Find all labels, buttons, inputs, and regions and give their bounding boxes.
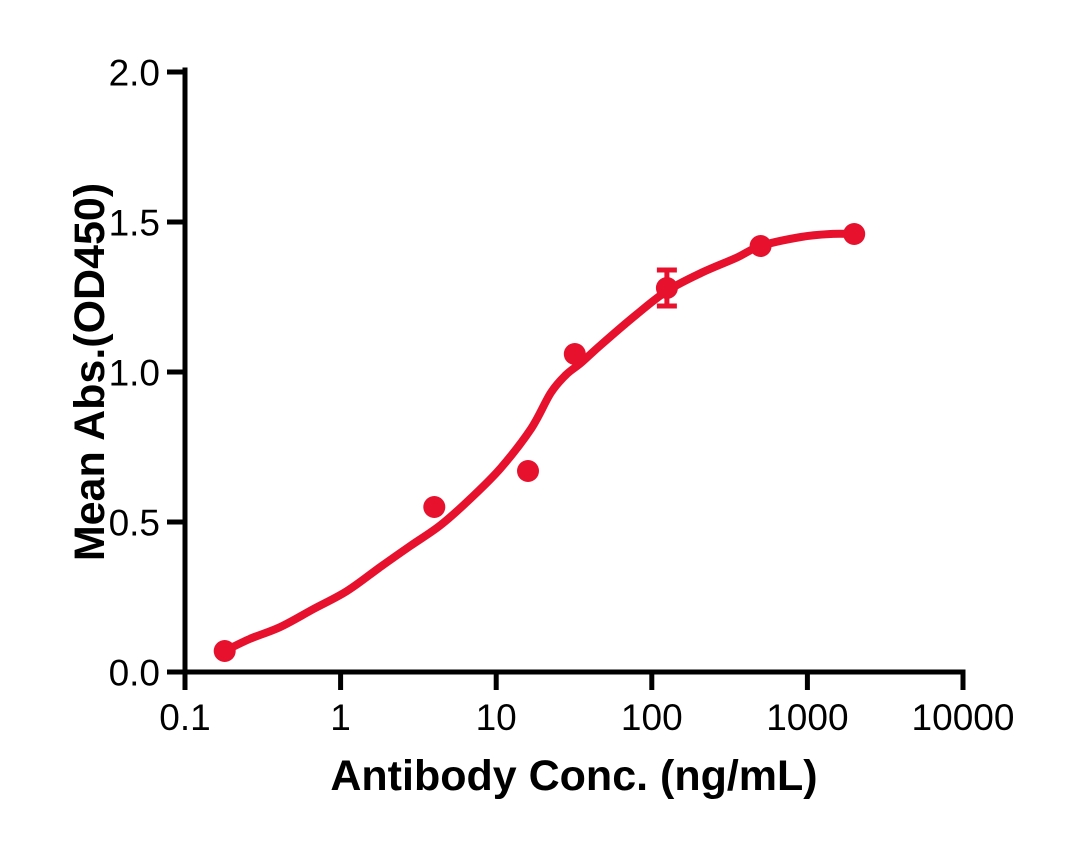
x-tick-label: 0.1	[159, 697, 210, 738]
x-tick-label: 1	[330, 697, 351, 738]
series-layer	[213, 223, 866, 662]
y-tick-label: 0.5	[109, 503, 160, 544]
axes-layer: 0.0 0.5 1.0 1.5 2.0 0.1 1 10 100 1000 10000	[109, 53, 1015, 739]
fit-curve	[220, 229, 859, 655]
x-axis-title: Antibody Conc. (ng/mL)	[330, 752, 817, 800]
y-tick-label: 1.5	[109, 203, 160, 244]
data-point	[749, 235, 772, 257]
x-tick-label: 100	[621, 697, 683, 738]
x-tick-label: 10000	[912, 697, 1015, 738]
data-point	[655, 277, 678, 299]
data-point	[563, 343, 586, 365]
x-tick-label: 1000	[766, 697, 848, 738]
data-point	[843, 223, 866, 245]
data-point	[517, 460, 539, 482]
y-tick-label: 1.0	[109, 353, 160, 394]
y-tick-label: 2.0	[109, 53, 160, 94]
x-tick-label: 10	[476, 697, 517, 738]
data-point	[213, 640, 236, 662]
y-tick-label: 0.0	[109, 653, 160, 694]
data-point	[423, 496, 446, 518]
y-axis-title: Mean Abs.(OD450)	[66, 183, 114, 561]
